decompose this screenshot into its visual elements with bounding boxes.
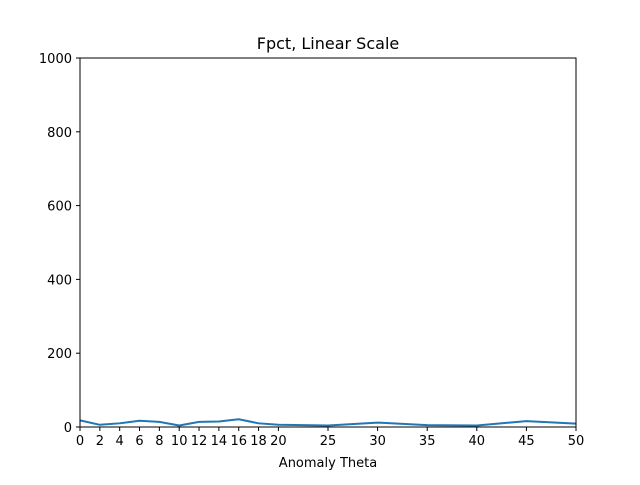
plot-area — [80, 58, 576, 427]
x-tick-label: 16 — [230, 434, 247, 449]
x-tick-label: 8 — [155, 434, 163, 449]
x-tick-label: 30 — [369, 434, 386, 449]
x-axis-ticks: 0 2 4 6 8 10 12 14 16 18 20 25 30 35 40 45 50 — [76, 427, 584, 449]
y-tick-label: 0 — [64, 421, 72, 436]
x-tick-label: 10 — [171, 434, 188, 449]
x-tick-label: 35 — [419, 434, 436, 449]
x-tick-label: 6 — [135, 434, 143, 449]
y-tick-label: 400 — [47, 273, 72, 288]
x-tick-label: 20 — [270, 434, 287, 449]
y-tick-label: 200 — [47, 347, 72, 362]
x-tick-label: 0 — [76, 434, 84, 449]
x-tick-label: 25 — [320, 434, 337, 449]
plot-frame — [79, 57, 577, 428]
y-tick-label: 800 — [47, 126, 72, 141]
x-tick-label: 14 — [211, 434, 228, 449]
series-layer — [79, 418, 577, 427]
x-tick-label: 2 — [96, 434, 104, 449]
y-axis-ticks: 0 200 400 600 800 1000 — [39, 52, 80, 436]
x-tick-label: 40 — [469, 434, 486, 449]
x-tick-label: 45 — [518, 434, 535, 449]
x-tick-label: 50 — [568, 434, 585, 449]
x-tick-label: 18 — [250, 434, 267, 449]
x-axis-label: Anomaly Theta — [279, 456, 377, 471]
x-tick-label: 12 — [191, 434, 208, 449]
y-tick-label: 1000 — [39, 52, 72, 67]
series-line — [79, 418, 577, 427]
x-tick-label: 4 — [116, 434, 124, 449]
chart-title: Fpct, Linear Scale — [257, 34, 399, 53]
y-tick-label: 600 — [47, 200, 72, 215]
